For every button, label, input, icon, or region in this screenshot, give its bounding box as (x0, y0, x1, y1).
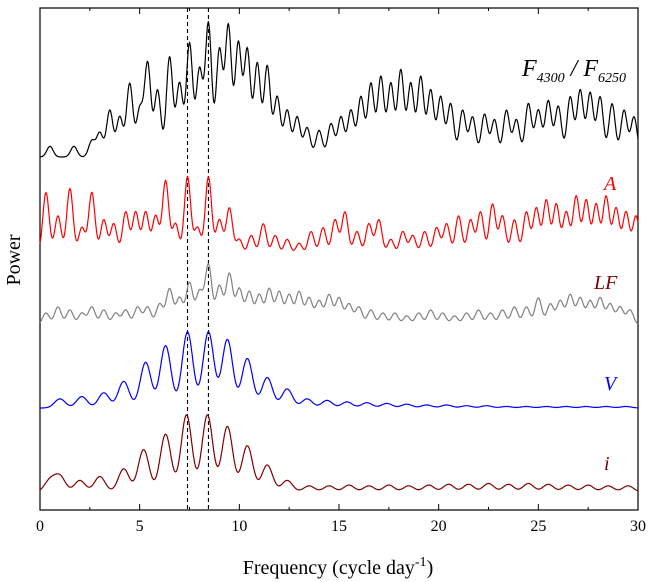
x-tick-label-30: 30 (630, 518, 646, 535)
series-line-a (39, 176, 639, 251)
x-tick-label-15: 15 (331, 518, 347, 535)
y-axis-title: Power (3, 234, 25, 285)
series-line-lf (39, 263, 639, 325)
x-axis-title: Frequency (cycle day-1) (243, 555, 433, 579)
x-tick-label-25: 25 (530, 518, 546, 535)
series-label-a: A (602, 173, 617, 195)
series-label-i: i (604, 453, 610, 475)
series-label-lf: LF (593, 272, 618, 294)
series-line-v (40, 331, 639, 409)
series-label-v: V (604, 373, 619, 395)
x-tick-label-20: 20 (431, 518, 447, 535)
x-axis-ticks: 0 5 10 15 20 25 30 (36, 8, 646, 535)
x-tick-label-0: 0 (36, 518, 44, 535)
series-lines (39, 20, 639, 492)
series-line-i (39, 414, 639, 492)
x-tick-label-5: 5 (136, 518, 144, 535)
series-label-f4300-f6250: F4300 / F6250 (521, 56, 626, 86)
series-line-f4300-f6250 (40, 20, 639, 158)
x-tick-label-10: 10 (231, 518, 247, 535)
